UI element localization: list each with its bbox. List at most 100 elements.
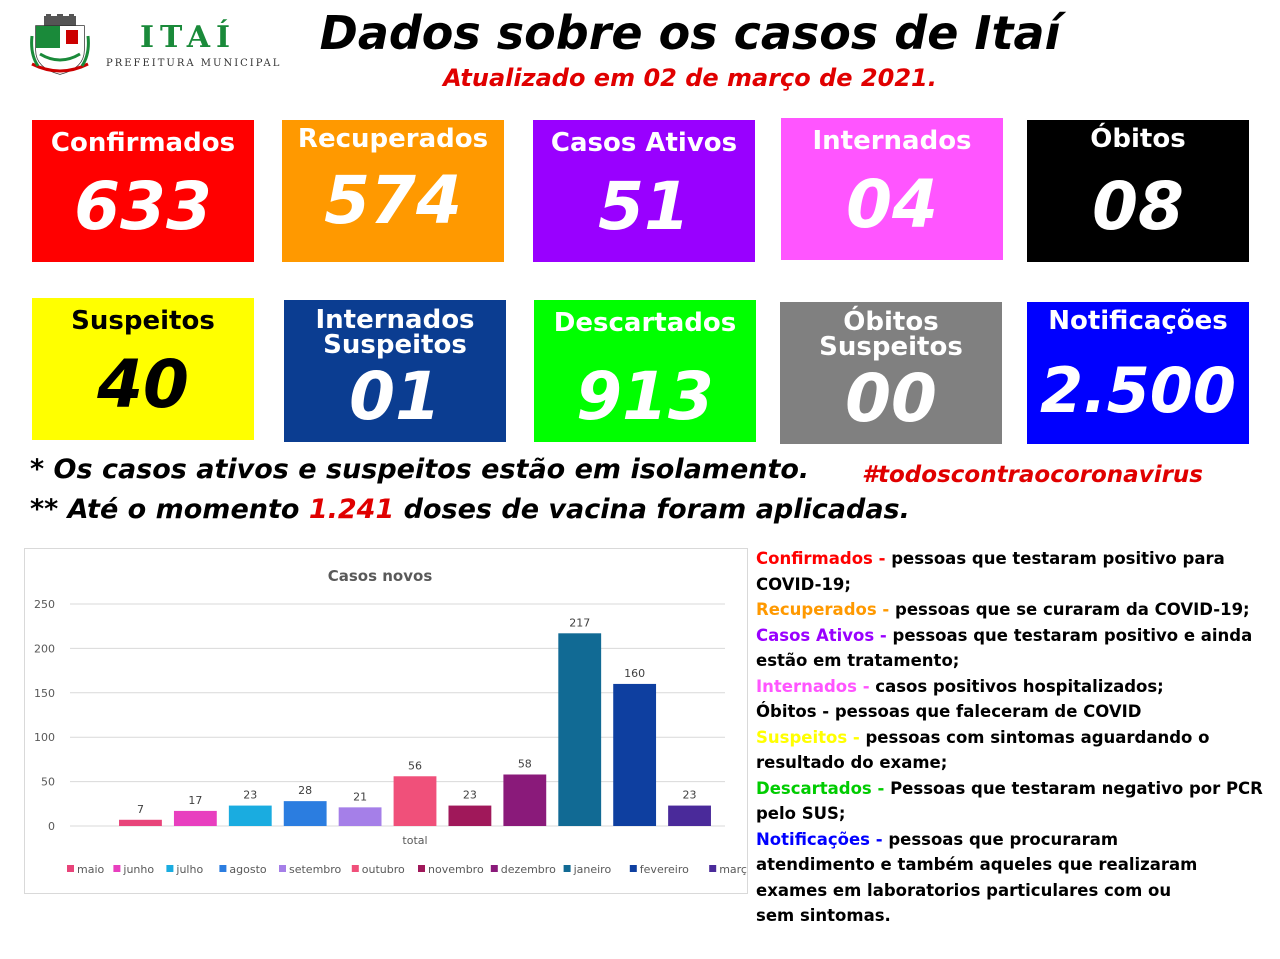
y-tick-label: 200 <box>34 642 55 655</box>
card-obitos: Óbitos 08 <box>1027 120 1249 262</box>
definition-item: Suspeitos - pessoas com sintomas aguarda… <box>756 725 1276 751</box>
legend-label: janeiro <box>573 863 612 876</box>
legend-swatch <box>629 865 637 872</box>
page-title: Dados sobre os casos de Itaí <box>319 6 1061 60</box>
definition-item: Notificações - pessoas que procuraram <box>756 827 1276 853</box>
definition-item: Descartados - Pessoas que testaram negat… <box>756 776 1276 802</box>
card-value: 633 <box>74 168 212 245</box>
definition-description: pessoas que procuraram <box>888 829 1119 849</box>
card-label: Notificações <box>1048 306 1228 336</box>
legend-swatch <box>113 865 121 872</box>
legend-swatch <box>351 865 359 872</box>
definition-term: Óbitos - <box>756 702 835 721</box>
data-label: 7 <box>137 803 144 816</box>
definition-continuation: exames em laboratorios particulares com … <box>756 880 1172 900</box>
legend-label: setembro <box>289 863 342 876</box>
definition-continuation: sem sintomas. <box>756 906 891 925</box>
vaccine-note: ** Até o momento 1.241 doses de vacina f… <box>30 494 910 525</box>
definition-term: Internados - <box>756 676 876 696</box>
card-label: Óbitos <box>1090 124 1186 154</box>
data-label: 21 <box>353 790 367 803</box>
legend-swatch <box>563 865 571 872</box>
card-casos-ativos: Casos Ativos 51 <box>533 120 755 262</box>
card-notificacoes: Notificações 2.500 <box>1027 302 1249 444</box>
data-label: 17 <box>188 794 202 807</box>
card-suspeitos: Suspeitos 40 <box>32 298 254 440</box>
card-value: 00 <box>845 360 937 437</box>
definition-item: Confirmados - pessoas que testaram posit… <box>756 546 1276 572</box>
bar-setembro <box>338 807 382 826</box>
legend-label: agosto <box>229 863 266 876</box>
card-value: 04 <box>846 166 938 243</box>
legend-swatch <box>418 865 425 872</box>
bar-maio <box>119 819 162 826</box>
legend-swatch <box>219 865 227 872</box>
definition-item: Casos Ativos - pessoas que testaram posi… <box>756 623 1276 649</box>
brand-subtitle: PREFEITURA MUNICIPAL <box>106 58 282 69</box>
data-label: 23 <box>243 789 257 802</box>
bar-outubro <box>393 776 437 826</box>
definition-description: pessoas com sintomas aguardando o <box>865 727 1210 747</box>
y-tick-label: 50 <box>41 776 55 789</box>
card-value: 913 <box>576 358 714 435</box>
card-value: 51 <box>598 168 690 245</box>
data-label: 23 <box>683 789 697 802</box>
definition-term: Confirmados - <box>756 549 892 568</box>
definition-description: Pessoas que testaram negativo por PCR <box>890 778 1263 798</box>
page-subtitle: Atualizado em 02 de março de 2021. <box>443 64 937 92</box>
legend-swatch <box>166 865 174 872</box>
y-tick-label: 0 <box>48 820 55 833</box>
legend-label: novembro <box>428 863 484 876</box>
definition-description: pessoas que testaram positivo para <box>891 549 1225 568</box>
card-label: Internados <box>812 126 972 156</box>
definition-item: Internados - casos positivos hospitaliza… <box>756 674 1276 700</box>
isolation-note: * Os casos ativos e suspeitos estão em i… <box>30 454 810 485</box>
card-recuperados: Recuperados 574 <box>282 120 504 262</box>
bar-janeiro <box>558 633 602 826</box>
legend-label: outubro <box>362 863 405 876</box>
definition-term: Descartados - <box>756 778 891 798</box>
y-tick-label: 150 <box>34 687 55 700</box>
definition-description: pessoas que testaram positivo e ainda <box>892 625 1253 645</box>
card-label: Descartados <box>553 308 737 338</box>
definition-term: Recuperados - <box>756 600 896 619</box>
y-tick-label: 100 <box>34 731 55 744</box>
definition-description: pessoas que se curaram da COVID-19; <box>895 600 1250 619</box>
data-label: 28 <box>298 784 312 797</box>
vaccine-note-suffix: doses de vacina foram aplicadas. <box>394 494 910 525</box>
bar-novembro <box>448 805 492 826</box>
legend-swatch <box>279 865 286 872</box>
legend-swatch <box>709 865 717 872</box>
card-value: 40 <box>97 346 189 423</box>
bar-julho <box>228 805 272 826</box>
card-label: Confirmados <box>50 128 236 158</box>
bar-março <box>668 805 711 826</box>
bar-junho <box>173 810 217 826</box>
legend-label: junho <box>122 863 154 876</box>
definition-term: Suspeitos - <box>756 727 866 747</box>
hashtag: #todoscontraocoronavirus <box>862 462 1203 488</box>
definition-continuation: atendimento e também aqueles que realiza… <box>756 855 1198 874</box>
card-obitos-suspeitos: Óbitos Suspeitos 00 <box>780 302 1002 444</box>
card-value: 01 <box>349 358 441 435</box>
municipal-crest-logo <box>30 14 90 75</box>
legend-swatch <box>490 865 498 872</box>
card-value: 2.500 <box>1039 354 1237 427</box>
chart-canvas: Casos novos 0 50 100 150 200 250 7 17 23 28 21 56 23 5… <box>34 567 747 876</box>
data-label: 58 <box>518 757 532 770</box>
vaccine-doses-count: 1.241 <box>308 494 395 525</box>
definition-item: Recuperados - pessoas que se curaram da … <box>756 597 1276 623</box>
definition-continuation: resultado do exame; <box>756 753 948 772</box>
y-tick-label: 250 <box>34 598 55 611</box>
definition-continuation: COVID-19; <box>756 574 852 594</box>
definition-term: Casos Ativos - <box>756 625 893 645</box>
card-descartados: Descartados 913 <box>534 300 756 442</box>
card-label: Suspeitos <box>71 306 215 336</box>
data-label: 160 <box>624 667 645 680</box>
legend-label: março <box>719 863 747 876</box>
card-internados-suspeitos: Internados Suspeitos 01 <box>284 300 506 442</box>
definition-description: pessoas que faleceram de COVID <box>834 702 1142 721</box>
data-label: 23 <box>463 789 477 802</box>
card-value: 574 <box>324 162 462 239</box>
legend-swatch <box>67 865 74 872</box>
